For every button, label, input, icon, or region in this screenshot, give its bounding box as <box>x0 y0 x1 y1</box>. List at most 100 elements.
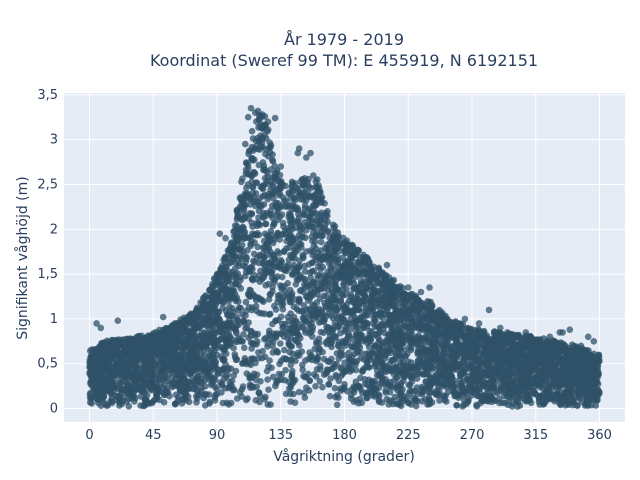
data-point <box>245 319 252 326</box>
data-point <box>282 366 289 374</box>
data-point <box>211 394 219 401</box>
data-point <box>560 347 567 354</box>
data-point <box>315 182 322 189</box>
data-point <box>314 271 321 279</box>
data-point <box>248 127 256 135</box>
data-points <box>86 104 603 410</box>
data-point <box>240 331 247 338</box>
data-point <box>235 304 243 312</box>
data-point <box>382 368 389 376</box>
data-point <box>305 355 313 363</box>
data-point <box>172 400 180 407</box>
data-point <box>239 175 246 182</box>
data-point <box>225 384 232 392</box>
data-point <box>143 391 151 399</box>
data-point <box>276 185 284 193</box>
data-point <box>242 325 249 332</box>
data-point <box>279 324 286 332</box>
data-point <box>308 333 316 340</box>
data-point <box>239 195 247 202</box>
data-point <box>550 377 557 385</box>
data-point <box>360 337 367 345</box>
data-point <box>242 307 250 315</box>
data-point <box>399 392 407 400</box>
data-point <box>303 384 310 392</box>
data-point <box>221 366 228 374</box>
data-point <box>393 374 400 382</box>
data-point <box>387 366 395 373</box>
data-point <box>287 361 295 369</box>
data-point <box>343 285 350 293</box>
data-point <box>255 207 263 215</box>
data-point <box>312 383 319 390</box>
data-point <box>248 306 255 314</box>
data-point <box>374 352 382 360</box>
data-point <box>342 338 349 346</box>
data-point <box>242 298 250 306</box>
data-point <box>125 403 133 410</box>
data-point <box>271 302 278 310</box>
data-point <box>413 310 421 318</box>
data-point <box>345 271 353 279</box>
data-point <box>568 341 576 349</box>
data-point <box>376 392 383 400</box>
data-point <box>317 212 325 219</box>
data-point <box>277 340 284 347</box>
data-point <box>277 357 285 365</box>
data-point <box>278 376 285 384</box>
data-point <box>415 345 422 353</box>
data-point <box>244 395 251 402</box>
data-point <box>229 249 236 256</box>
data-point <box>478 397 486 405</box>
data-point <box>463 400 470 408</box>
data-point <box>320 292 328 300</box>
chart-subtitle: Koordinat (Sweref 99 TM): E 455919, N 61… <box>150 51 538 70</box>
data-point <box>405 399 413 407</box>
data-point <box>292 196 299 204</box>
data-point <box>249 155 256 162</box>
data-point <box>289 350 297 358</box>
data-point <box>274 349 282 356</box>
data-point <box>214 293 221 301</box>
data-point <box>295 388 303 396</box>
data-point <box>262 220 269 228</box>
data-point <box>269 202 276 209</box>
data-point <box>279 306 287 313</box>
data-point <box>296 352 303 359</box>
data-point <box>270 220 278 228</box>
data-point <box>324 336 332 344</box>
data-point <box>303 226 310 234</box>
data-point <box>490 351 497 358</box>
data-point <box>121 374 129 382</box>
data-point <box>221 356 228 363</box>
data-point <box>331 384 339 392</box>
data-point <box>219 399 227 407</box>
data-point <box>407 346 415 354</box>
data-point <box>284 313 292 321</box>
data-point <box>325 380 333 388</box>
data-point <box>248 210 255 217</box>
data-point <box>204 312 212 320</box>
data-point <box>400 397 407 405</box>
data-point <box>266 357 273 364</box>
data-point <box>328 343 335 351</box>
data-point <box>248 345 255 352</box>
data-point <box>309 279 316 286</box>
data-point <box>278 330 285 338</box>
data-point <box>255 214 262 221</box>
data-point <box>248 178 256 186</box>
data-point <box>124 368 132 375</box>
data-point <box>169 379 176 386</box>
data-point <box>333 401 341 409</box>
data-point <box>333 291 341 299</box>
data-point <box>254 243 261 251</box>
data-point <box>301 394 309 401</box>
data-point <box>281 346 288 354</box>
data-point <box>274 316 282 324</box>
data-point <box>270 251 278 259</box>
data-point <box>420 341 427 348</box>
data-point <box>338 271 346 279</box>
data-point <box>261 353 269 361</box>
data-point <box>269 156 276 164</box>
data-point <box>269 373 277 381</box>
